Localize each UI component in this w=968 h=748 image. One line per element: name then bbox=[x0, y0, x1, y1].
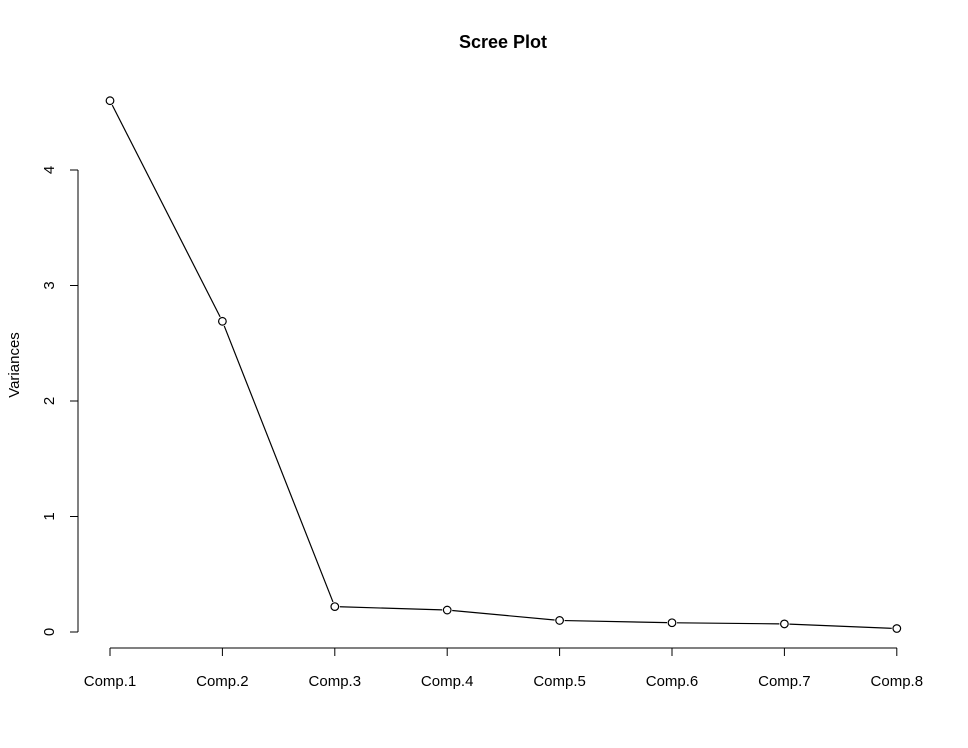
x-tick-label: Comp.5 bbox=[533, 673, 586, 690]
x-tick-label: Comp.1 bbox=[84, 673, 137, 690]
x-axis: Comp.1 Comp.2 Comp.3 Comp.4 Comp.5 Comp.6 Comp… bbox=[84, 647, 923, 690]
y-axis-label: Variances bbox=[6, 332, 23, 398]
data-point-comp-8 bbox=[892, 624, 902, 633]
series-segment bbox=[789, 623, 892, 629]
series-segment bbox=[676, 622, 780, 625]
series-segment bbox=[452, 609, 555, 621]
data-point-comp-6 bbox=[667, 618, 677, 628]
series-segment bbox=[564, 619, 668, 624]
series-segment bbox=[111, 104, 221, 318]
y-tick-label: 4 bbox=[41, 166, 58, 174]
x-tick-label: Comp.8 bbox=[871, 673, 924, 690]
series-segment bbox=[223, 325, 334, 603]
x-tick-label: Comp.3 bbox=[309, 673, 362, 690]
x-tick-label: Comp.2 bbox=[196, 673, 249, 690]
y-tick-label: 3 bbox=[41, 281, 58, 289]
chart-title: Scree Plot bbox=[459, 32, 547, 52]
x-ticks: Comp.1 Comp.2 Comp.3 Comp.4 Comp.5 Comp.6 Comp… bbox=[84, 648, 923, 690]
data-point-comp-5 bbox=[555, 616, 564, 625]
variance-series bbox=[105, 96, 902, 633]
x-tick-label: Comp.7 bbox=[758, 673, 811, 690]
y-axis: 0 1 2 3 4 bbox=[41, 166, 79, 636]
x-tick-label: Comp.4 bbox=[421, 673, 474, 690]
series-segment bbox=[339, 606, 443, 611]
y-tick-label: 2 bbox=[41, 397, 58, 405]
y-tick-label: 0 bbox=[41, 628, 58, 636]
y-tick-label: 1 bbox=[41, 512, 58, 520]
data-point-comp-7 bbox=[780, 619, 789, 629]
data-point-comp-4 bbox=[442, 605, 452, 615]
data-point-comp-2 bbox=[217, 316, 227, 326]
data-point-comp-1 bbox=[105, 96, 115, 106]
x-tick-label: Comp.6 bbox=[646, 673, 699, 690]
data-point-comp-3 bbox=[330, 602, 340, 611]
y-ticks: 0 1 2 3 4 bbox=[41, 166, 78, 636]
